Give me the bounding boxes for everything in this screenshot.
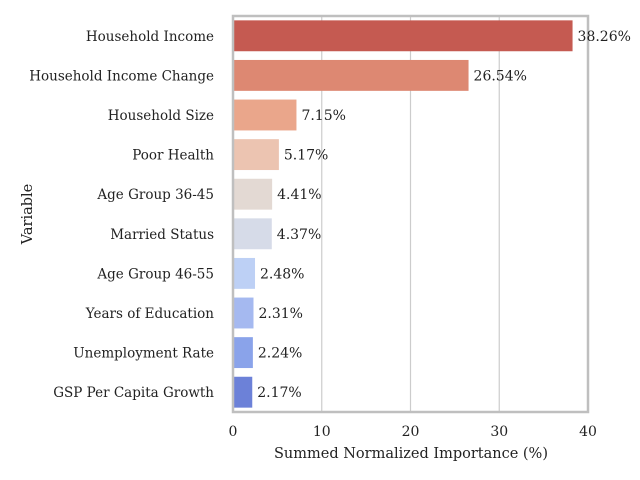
category-label: Household Size: [108, 108, 214, 124]
bars: [233, 20, 573, 408]
bar: [233, 337, 253, 369]
data-labels: 38.26% 26.54% 7.15% 5.17% 4.41% 4.37% 2.48% 2.3…: [257, 29, 631, 401]
x-tick-label: 10: [313, 424, 331, 440]
x-tick-labels: 0 10 20 30 40: [229, 424, 597, 440]
plot-frame: [231, 14, 590, 414]
data-label: 2.17%: [257, 385, 301, 401]
bar: [233, 59, 469, 91]
bar: [233, 178, 273, 210]
category-label: Age Group 36-45: [96, 187, 214, 203]
category-label: Married Status: [110, 227, 214, 243]
data-label: 26.54%: [474, 68, 527, 84]
category-label: GSP Per Capita Growth: [53, 385, 214, 401]
category-label: Age Group 46-55: [96, 266, 214, 282]
x-tick-label: 30: [490, 424, 508, 440]
data-label: 2.24%: [258, 346, 302, 362]
x-tick-label: 20: [402, 424, 420, 440]
bar: [233, 376, 253, 408]
category-label: Years of Education: [85, 306, 215, 322]
category-label: Unemployment Rate: [73, 346, 214, 362]
data-label: 4.41%: [277, 187, 321, 203]
category-label: Household Income: [86, 29, 214, 45]
data-label: 38.26%: [578, 29, 631, 45]
category-label: Poor Health: [132, 148, 214, 164]
x-tick-label: 0: [229, 424, 238, 440]
data-label: 5.17%: [284, 148, 328, 164]
data-label: 2.31%: [259, 306, 303, 322]
category-label: Household Income Change: [29, 68, 214, 84]
data-label: 4.37%: [277, 227, 321, 243]
bar: [233, 99, 297, 131]
x-tick-label: 40: [579, 424, 597, 440]
bar: [233, 297, 254, 329]
bar: [233, 20, 573, 52]
x-axis-title: Summed Normalized Importance (%): [274, 446, 548, 462]
data-label: 2.48%: [260, 266, 304, 282]
bar: [233, 257, 256, 289]
bar: [233, 218, 272, 250]
plot-border: [231, 14, 590, 414]
data-label: 7.15%: [301, 108, 345, 124]
y-axis-title: Variable: [20, 184, 36, 246]
bar: [233, 139, 279, 171]
category-labels: Household Income Household Income Change H…: [29, 29, 214, 401]
